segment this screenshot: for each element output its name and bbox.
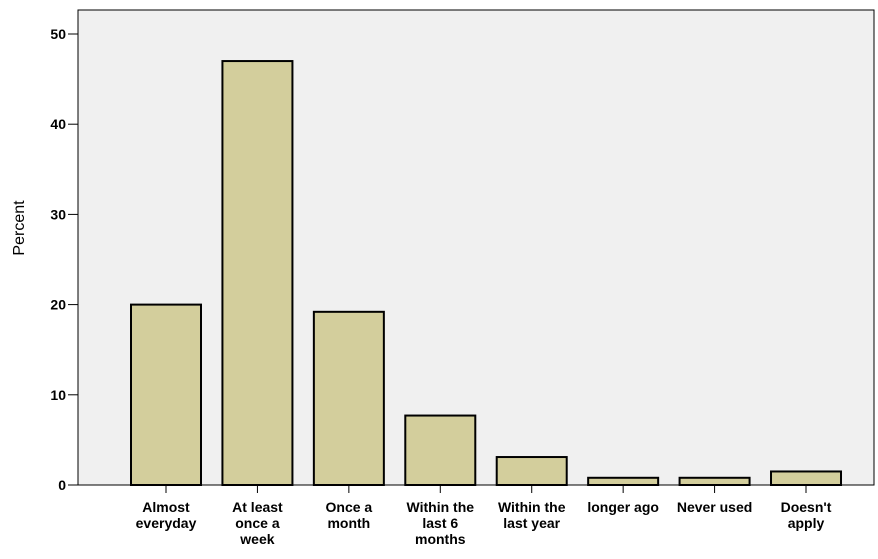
bar	[404, 414, 477, 486]
x-tick-label: At least	[232, 499, 283, 515]
x-tick-label: Almost	[142, 499, 190, 515]
x-tick-label: Within the	[498, 499, 566, 515]
x-tick-label: Never used	[677, 499, 752, 515]
bar	[312, 310, 385, 487]
bar	[587, 476, 660, 486]
x-tick-label: Within the	[407, 499, 475, 515]
plot-area	[77, 9, 875, 486]
bar	[678, 476, 751, 486]
y-tick-label: 20	[50, 297, 66, 313]
x-tick-label: Doesn't	[781, 499, 832, 515]
y-tick-label: 50	[50, 26, 66, 42]
x-tick-label: longer ago	[587, 499, 659, 515]
bar	[221, 60, 294, 487]
x-tick-label: once a	[235, 515, 280, 531]
x-tick-label: apply	[788, 515, 825, 531]
y-tick-label: 40	[50, 116, 66, 132]
bar	[495, 456, 568, 486]
bars	[130, 60, 843, 487]
x-tick-label: everyday	[136, 515, 197, 531]
y-axis: 0 10 20 30 40 50	[50, 26, 78, 493]
x-tick-label: month	[327, 515, 370, 531]
x-tick-label: week	[239, 531, 274, 547]
y-axis-label: Percent	[11, 200, 28, 256]
bar	[770, 470, 843, 487]
y-tick-label: 10	[50, 387, 66, 403]
y-tick-label: 0	[58, 477, 66, 493]
x-tick-label: last 6	[422, 515, 458, 531]
x-tick-label: last year	[503, 515, 560, 531]
x-tick-label: Once a	[326, 499, 373, 515]
bar	[130, 303, 202, 486]
y-tick-label: 30	[50, 206, 66, 222]
x-tick-label: months	[415, 531, 466, 547]
